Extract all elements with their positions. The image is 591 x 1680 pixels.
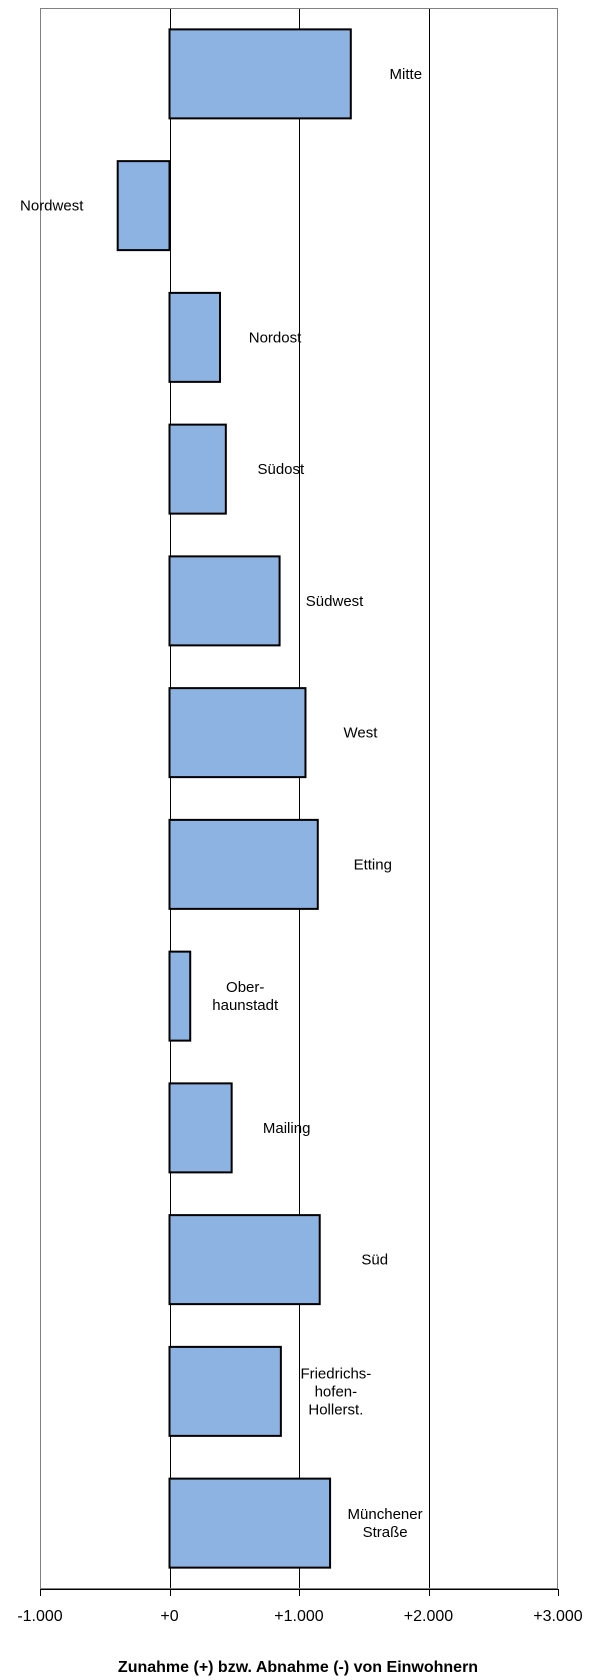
bar-category-label-line: hofen- bbox=[315, 1383, 358, 1400]
x-tick-label: +3.000 bbox=[533, 1608, 582, 1625]
bar-category-label: Mitte bbox=[390, 66, 423, 83]
bar-category-label-line: Nordwest bbox=[20, 198, 84, 215]
bar bbox=[168, 1345, 282, 1437]
bar-category-label-line: Südost bbox=[257, 461, 305, 478]
bar-category-label-line: West bbox=[344, 725, 379, 742]
bar-category-label-line: Nordost bbox=[249, 329, 302, 346]
bar-category-label: Ober-haunstadt bbox=[212, 979, 279, 1014]
bar bbox=[168, 555, 281, 647]
bar-category-label: Süd bbox=[361, 1252, 388, 1269]
bar bbox=[168, 1477, 332, 1569]
bar-category-label-line: Hollerst. bbox=[308, 1401, 363, 1418]
bar-category-label: Etting bbox=[354, 856, 392, 873]
bar-category-label: Münchener Straße bbox=[348, 1506, 423, 1541]
bar-category-label-line: Ober- bbox=[226, 979, 264, 996]
bar-category-label: Südwest bbox=[306, 593, 364, 610]
bar-labels: Mitte Nordwest Nordost Südost Südwest West Ett… bbox=[20, 66, 423, 1541]
gridlines bbox=[170, 8, 430, 1589]
bar-category-label: Friedrichs-hofen-Hollerst. bbox=[300, 1365, 371, 1418]
bar-category-label: Mailing bbox=[263, 1120, 311, 1137]
bar-category-label-line: Straße bbox=[363, 1524, 408, 1541]
plot-area-frame bbox=[40, 8, 558, 1589]
bar bbox=[168, 291, 222, 383]
bar bbox=[168, 1082, 233, 1174]
bar-category-label-line: Südwest bbox=[306, 593, 364, 610]
bar-category-label-line: Münchener bbox=[348, 1506, 423, 1523]
bar-category-label: Südost bbox=[257, 461, 305, 478]
bar bbox=[116, 160, 171, 252]
bar-category-label: Nordost bbox=[249, 329, 302, 346]
x-axis-title: Zunahme (+) bzw. Abnahme (-) von Einwohn… bbox=[118, 1659, 478, 1676]
bar-category-label-line: Etting bbox=[354, 856, 392, 873]
x-tick-label: +2.000 bbox=[404, 1608, 453, 1625]
x-tick-label: -1.000 bbox=[17, 1608, 62, 1625]
bar bbox=[168, 423, 227, 515]
bar bbox=[168, 950, 192, 1042]
bar bbox=[168, 687, 307, 779]
bar bbox=[168, 28, 352, 120]
bar-category-label: Nordwest bbox=[20, 198, 84, 215]
bar-category-label-line: Friedrichs- bbox=[300, 1365, 371, 1382]
bar-category-label-line: Mitte bbox=[390, 66, 423, 83]
bar-category-label-line: Süd bbox=[361, 1252, 388, 1269]
bar bbox=[168, 1214, 321, 1306]
x-axis: -1.000 +0 +1.000 +2.000 +3.000 bbox=[17, 1589, 583, 1625]
bar-category-label: West bbox=[344, 725, 379, 742]
x-tick-label: +1.000 bbox=[274, 1608, 323, 1625]
bar bbox=[168, 818, 319, 910]
bar-category-label-line: Mailing bbox=[263, 1120, 311, 1137]
bars bbox=[116, 28, 352, 1569]
x-tick-label: +0 bbox=[160, 1608, 178, 1625]
bar-category-label-line: haunstadt bbox=[212, 997, 279, 1014]
